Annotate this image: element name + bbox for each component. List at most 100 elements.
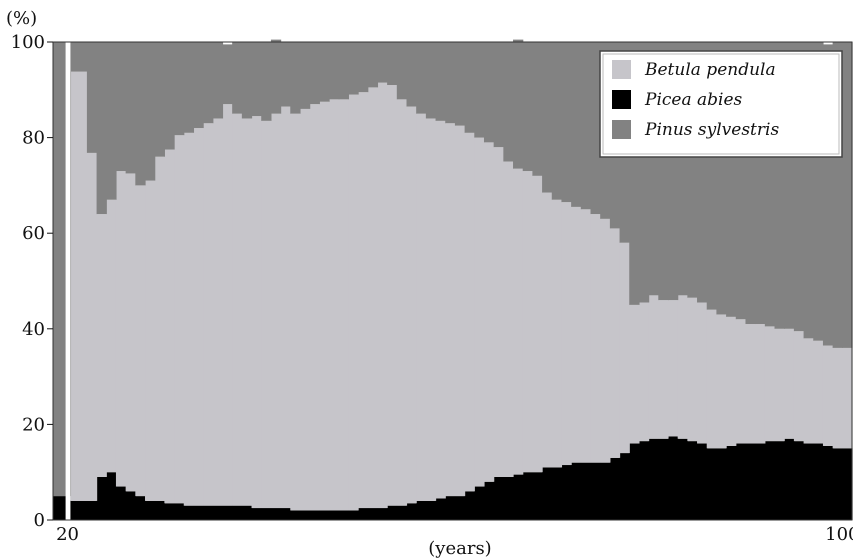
- pinus-sylvestris-bar: [299, 42, 311, 109]
- picea-abies-bar: [590, 462, 601, 520]
- betula-pendula-bar: [716, 314, 727, 449]
- betula-pendula-bar: [561, 202, 572, 466]
- betula-pendula-bar: [571, 206, 582, 463]
- betula-pendula-bar: [183, 132, 195, 506]
- picea-abies-bar: [290, 510, 301, 520]
- picea-abies-bar: [435, 498, 446, 520]
- pinus-sylvestris-bar: [503, 42, 514, 162]
- pinus-sylvestris-bar: [309, 42, 320, 105]
- pinus-sylvestris-bar: [270, 39, 282, 114]
- betula-pendula-bar: [619, 242, 630, 454]
- betula-pendula-bar: [125, 173, 136, 492]
- pinus-sylvestris-bar: [115, 42, 127, 172]
- pinus-sylvestris-bar: [745, 42, 756, 325]
- pinus-sylvestris-bar: [454, 42, 466, 126]
- pinus-sylvestris-bar: [813, 42, 824, 341]
- betula-pendula-bar: [329, 99, 340, 511]
- pinus-sylvestris-bar: [174, 42, 185, 136]
- betula-pendula-bar: [299, 108, 311, 511]
- pinus-sylvestris-bar: [377, 42, 388, 83]
- picea-abies-bar: [474, 486, 485, 520]
- pinus-sylvestris-bar: [251, 42, 262, 117]
- pinus-sylvestris-bar: [290, 42, 301, 114]
- betula-pendula-bar: [629, 304, 640, 444]
- betula-pendula-bar: [755, 324, 766, 444]
- betula-pendula-bar: [348, 94, 359, 511]
- betula-pendula-bar: [813, 340, 824, 444]
- betula-pendula-bar: [135, 185, 146, 497]
- pinus-sylvestris-bar: [774, 42, 785, 329]
- betula-pendula-bar: [164, 149, 175, 504]
- picea-abies-bar: [348, 510, 359, 520]
- picea-abies-bar: [513, 474, 524, 520]
- y-tick-label: 40: [22, 319, 45, 340]
- pinus-sylvestris-bar: [367, 42, 379, 88]
- betula-pendula-bar: [367, 87, 379, 509]
- betula-pendula-bar: [745, 324, 756, 444]
- betula-pendula-bar: [290, 113, 301, 511]
- betula-pendula-bar: [493, 147, 504, 477]
- pinus-sylvestris-bar: [483, 42, 495, 143]
- picea-abies-bar: [454, 496, 466, 520]
- pinus-sylvestris-legend-label: Pinus sylvestris: [644, 120, 779, 140]
- betula-pendula-bar: [687, 297, 698, 442]
- picea-abies-bar: [774, 441, 785, 520]
- pinus-sylvestris-bar: [648, 42, 659, 296]
- picea-abies-bar: [503, 476, 514, 520]
- pinus-sylvestris-bar: [232, 42, 243, 114]
- pinus-sylvestris-bar: [677, 42, 688, 296]
- pinus-sylvestris-bar: [842, 42, 853, 348]
- picea-abies-bar: [135, 496, 146, 520]
- picea-abies-bar: [658, 438, 669, 520]
- betula-pendula-bar: [96, 214, 107, 477]
- pinus-sylvestris-bar: [687, 42, 698, 298]
- pinus-sylvestris-bar: [425, 42, 437, 119]
- x-tick-label: 100: [825, 524, 853, 545]
- picea-abies-bar: [464, 491, 475, 520]
- pinus-sylvestris-bar: [706, 42, 718, 310]
- picea-abies-bar: [629, 443, 640, 520]
- picea-abies-bar: [745, 443, 756, 520]
- y-tick-label: 20: [22, 414, 45, 435]
- legend: Betula pendula Picea abies Pinus sylvestri…: [599, 50, 843, 158]
- pinus-sylvestris-bar: [358, 42, 369, 93]
- pinus-sylvestris-bar: [474, 42, 485, 138]
- pinus-sylvestris-bar: [212, 42, 224, 119]
- pinus-sylvestris-bar: [164, 42, 175, 150]
- betula-pendula-bar: [464, 132, 475, 492]
- betula-pendula-swatch: [612, 60, 631, 79]
- data-gap: [65, 42, 71, 520]
- pinus-sylvestris-bar: [513, 39, 524, 169]
- picea-abies-bar: [522, 472, 533, 520]
- betula-pendula-bar: [648, 295, 659, 439]
- betula-pendula-bar: [513, 168, 524, 475]
- pinus-sylvestris-bar: [387, 42, 398, 86]
- x-axis: 20 100: [56, 524, 853, 545]
- betula-pendula-bar: [358, 92, 369, 509]
- betula-pendula-bar: [483, 142, 495, 482]
- pinus-sylvestris-bar: [86, 42, 98, 153]
- betula-pendula-bar: [309, 104, 320, 511]
- betula-pendula-bar: [193, 128, 204, 506]
- pinus-sylvestris-bar: [416, 42, 427, 114]
- picea-abies-bar: [726, 445, 737, 520]
- picea-abies-bar: [425, 500, 437, 520]
- pinus-sylvestris-bar: [106, 42, 117, 200]
- betula-pendula-bar: [822, 345, 834, 446]
- betula-pendula-bar: [445, 123, 456, 497]
- pinus-sylvestris-swatch: [612, 120, 631, 139]
- betula-pendula-bar: [774, 328, 785, 442]
- betula-pendula-bar: [551, 199, 563, 468]
- picea-abies-bar: [803, 443, 814, 520]
- plot-frame: [52, 41, 853, 521]
- pinus-sylvestris-bar: [135, 42, 146, 186]
- betula-pendula-bar: [319, 101, 330, 511]
- betula-pendula-bar: [338, 99, 349, 511]
- pinus-sylvestris-bar: [755, 42, 766, 325]
- picea-abies-bar: [755, 443, 766, 520]
- betula-pendula-bar: [454, 125, 466, 497]
- betula-pendula-bar: [115, 171, 127, 487]
- pinus-sylvestris-bar: [793, 42, 805, 332]
- x-tick-label: 20: [56, 524, 79, 545]
